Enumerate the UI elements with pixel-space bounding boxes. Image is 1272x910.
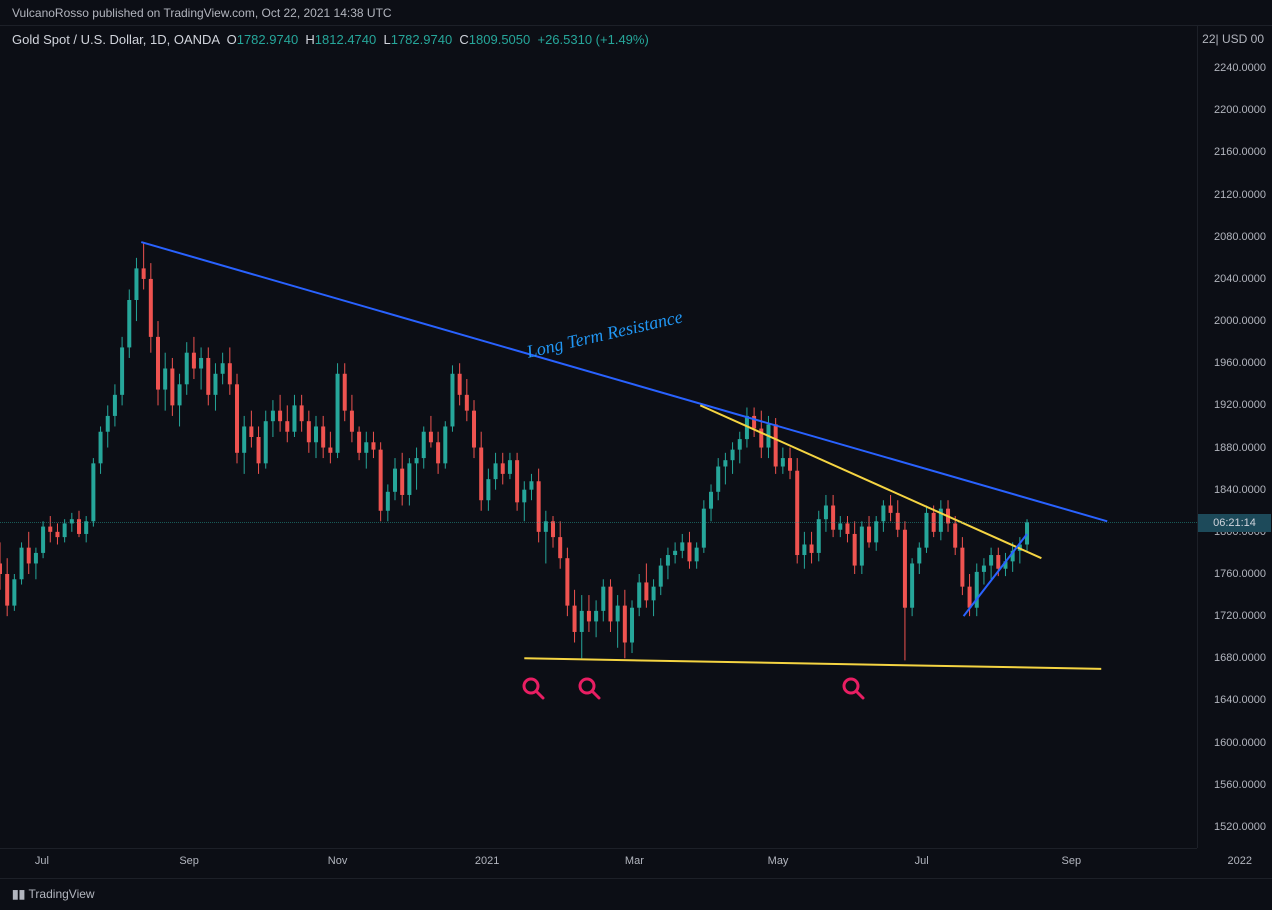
x-tick-label: Mar bbox=[625, 855, 644, 867]
top-right-label: 22| USD 00 bbox=[1202, 32, 1264, 46]
symbol-info-row: Gold Spot / U.S. Dollar, 1D, OANDA O1782… bbox=[12, 32, 649, 47]
y-tick-label: 1760.0000 bbox=[1214, 568, 1266, 580]
y-tick-label: 1840.0000 bbox=[1214, 484, 1266, 496]
publish-text: VulcanoRosso published on TradingView.co… bbox=[12, 6, 392, 20]
y-tick-label: 2160.0000 bbox=[1214, 146, 1266, 158]
close-label: C bbox=[459, 32, 468, 47]
x-axis: JulSepNov2021MarMayJulSep2022 bbox=[0, 848, 1197, 878]
x-tick-label: Nov bbox=[328, 855, 348, 867]
x-tick-label: Jul bbox=[915, 855, 929, 867]
open-value: 1782.9740 bbox=[237, 32, 298, 47]
chart-svg bbox=[0, 26, 1197, 848]
yellow-support bbox=[524, 658, 1101, 669]
y-tick-label: 2080.0000 bbox=[1214, 231, 1266, 243]
y-tick-label: 2240.0000 bbox=[1214, 62, 1266, 74]
current-price-line bbox=[0, 522, 1197, 523]
y-tick-label: 1920.0000 bbox=[1214, 399, 1266, 411]
low-value: 1782.9740 bbox=[391, 32, 452, 47]
close-value: 1809.5050 bbox=[469, 32, 530, 47]
brand-text: TradingView bbox=[29, 887, 95, 901]
publish-header: VulcanoRosso published on TradingView.co… bbox=[0, 0, 1272, 26]
y-tick-label: 1960.0000 bbox=[1214, 357, 1266, 369]
y-tick-label: 1680.0000 bbox=[1214, 652, 1266, 664]
change-value: +26.5310 (+1.49%) bbox=[537, 32, 648, 47]
countdown-tag: 06:21:14 bbox=[1198, 514, 1271, 532]
footer-bar: ▮▮ TradingView bbox=[0, 878, 1272, 910]
y-tick-label: 1640.0000 bbox=[1214, 694, 1266, 706]
y-tick-label: 2040.0000 bbox=[1214, 273, 1266, 285]
x-tick-label: Sep bbox=[1062, 855, 1082, 867]
y-axis: 2240.0000 2200.0000 2160.0000 2120.0000 2080… bbox=[1197, 26, 1272, 848]
y-tick-label: 1880.0000 bbox=[1214, 442, 1266, 454]
y-tick-label: 2200.0000 bbox=[1214, 104, 1266, 116]
high-label: H bbox=[305, 32, 314, 47]
high-value: 1812.4740 bbox=[315, 32, 376, 47]
x-tick-label: 2022 bbox=[1228, 855, 1252, 867]
x-tick-label: 2021 bbox=[475, 855, 499, 867]
blue-support-short bbox=[964, 534, 1027, 616]
y-tick-label: 1560.0000 bbox=[1214, 779, 1266, 791]
x-tick-label: Jul bbox=[35, 855, 49, 867]
long-term-resistance bbox=[141, 242, 1107, 521]
low-label: L bbox=[383, 32, 390, 47]
y-tick-label: 1720.0000 bbox=[1214, 610, 1266, 622]
y-tick-label: 1520.0000 bbox=[1214, 821, 1266, 833]
x-tick-label: May bbox=[768, 855, 789, 867]
y-tick-label: 1600.0000 bbox=[1214, 737, 1266, 749]
symbol-name: Gold Spot / U.S. Dollar, 1D, OANDA bbox=[12, 32, 219, 47]
tradingview-logo-icon: ▮▮ bbox=[12, 887, 29, 901]
x-tick-label: Sep bbox=[179, 855, 199, 867]
open-label: O bbox=[227, 32, 237, 47]
y-tick-label: 2120.0000 bbox=[1214, 189, 1266, 201]
y-tick-label: 2000.0000 bbox=[1214, 315, 1266, 327]
chart-area[interactable]: Long Term Resistance bbox=[0, 26, 1197, 848]
